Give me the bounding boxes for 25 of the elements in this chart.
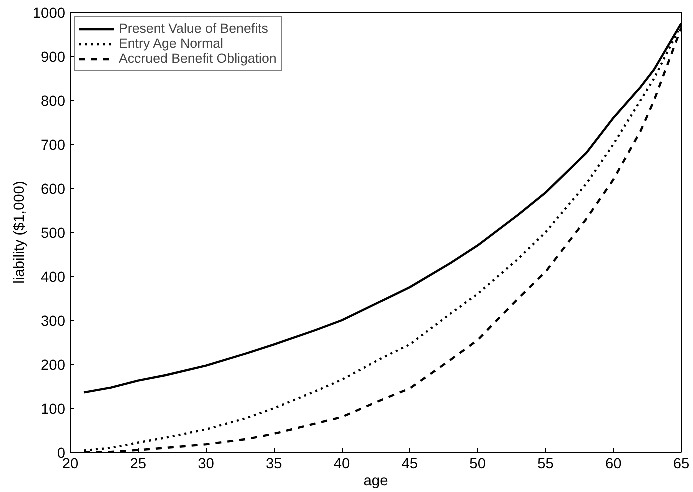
- y-tick-label: 1000: [32, 6, 66, 22]
- x-tick-label: 20: [62, 456, 79, 472]
- x-tick-label: 45: [402, 456, 418, 472]
- legend-label: Present Value of Benefits: [119, 21, 268, 36]
- x-tick-label: 50: [470, 456, 486, 472]
- legend-label: Accrued Benefit Obligation: [119, 51, 277, 66]
- y-axis-title: liability ($1,000): [12, 181, 28, 284]
- y-tick-label: 700: [41, 138, 66, 154]
- x-tick-label: 40: [334, 456, 350, 472]
- legend-label: Entry Age Normal: [119, 36, 224, 51]
- y-tick-label: 900: [41, 50, 66, 66]
- y-tick-label: 400: [41, 270, 66, 286]
- y-tick-label: 200: [41, 358, 66, 374]
- x-tick-label: 30: [198, 456, 214, 472]
- y-tick-label: 500: [41, 226, 66, 242]
- y-tick-label: 100: [41, 402, 66, 418]
- x-tick-label: 65: [673, 456, 690, 472]
- x-axis-title: age: [364, 474, 388, 490]
- x-tick-label: 60: [605, 456, 622, 472]
- y-tick-label: 600: [41, 182, 66, 198]
- x-tick-label: 55: [538, 456, 554, 472]
- x-tick-label: 35: [266, 456, 282, 472]
- x-tick-label: 25: [130, 456, 147, 472]
- y-tick-label: 800: [41, 94, 66, 110]
- y-tick-label: 300: [41, 314, 66, 330]
